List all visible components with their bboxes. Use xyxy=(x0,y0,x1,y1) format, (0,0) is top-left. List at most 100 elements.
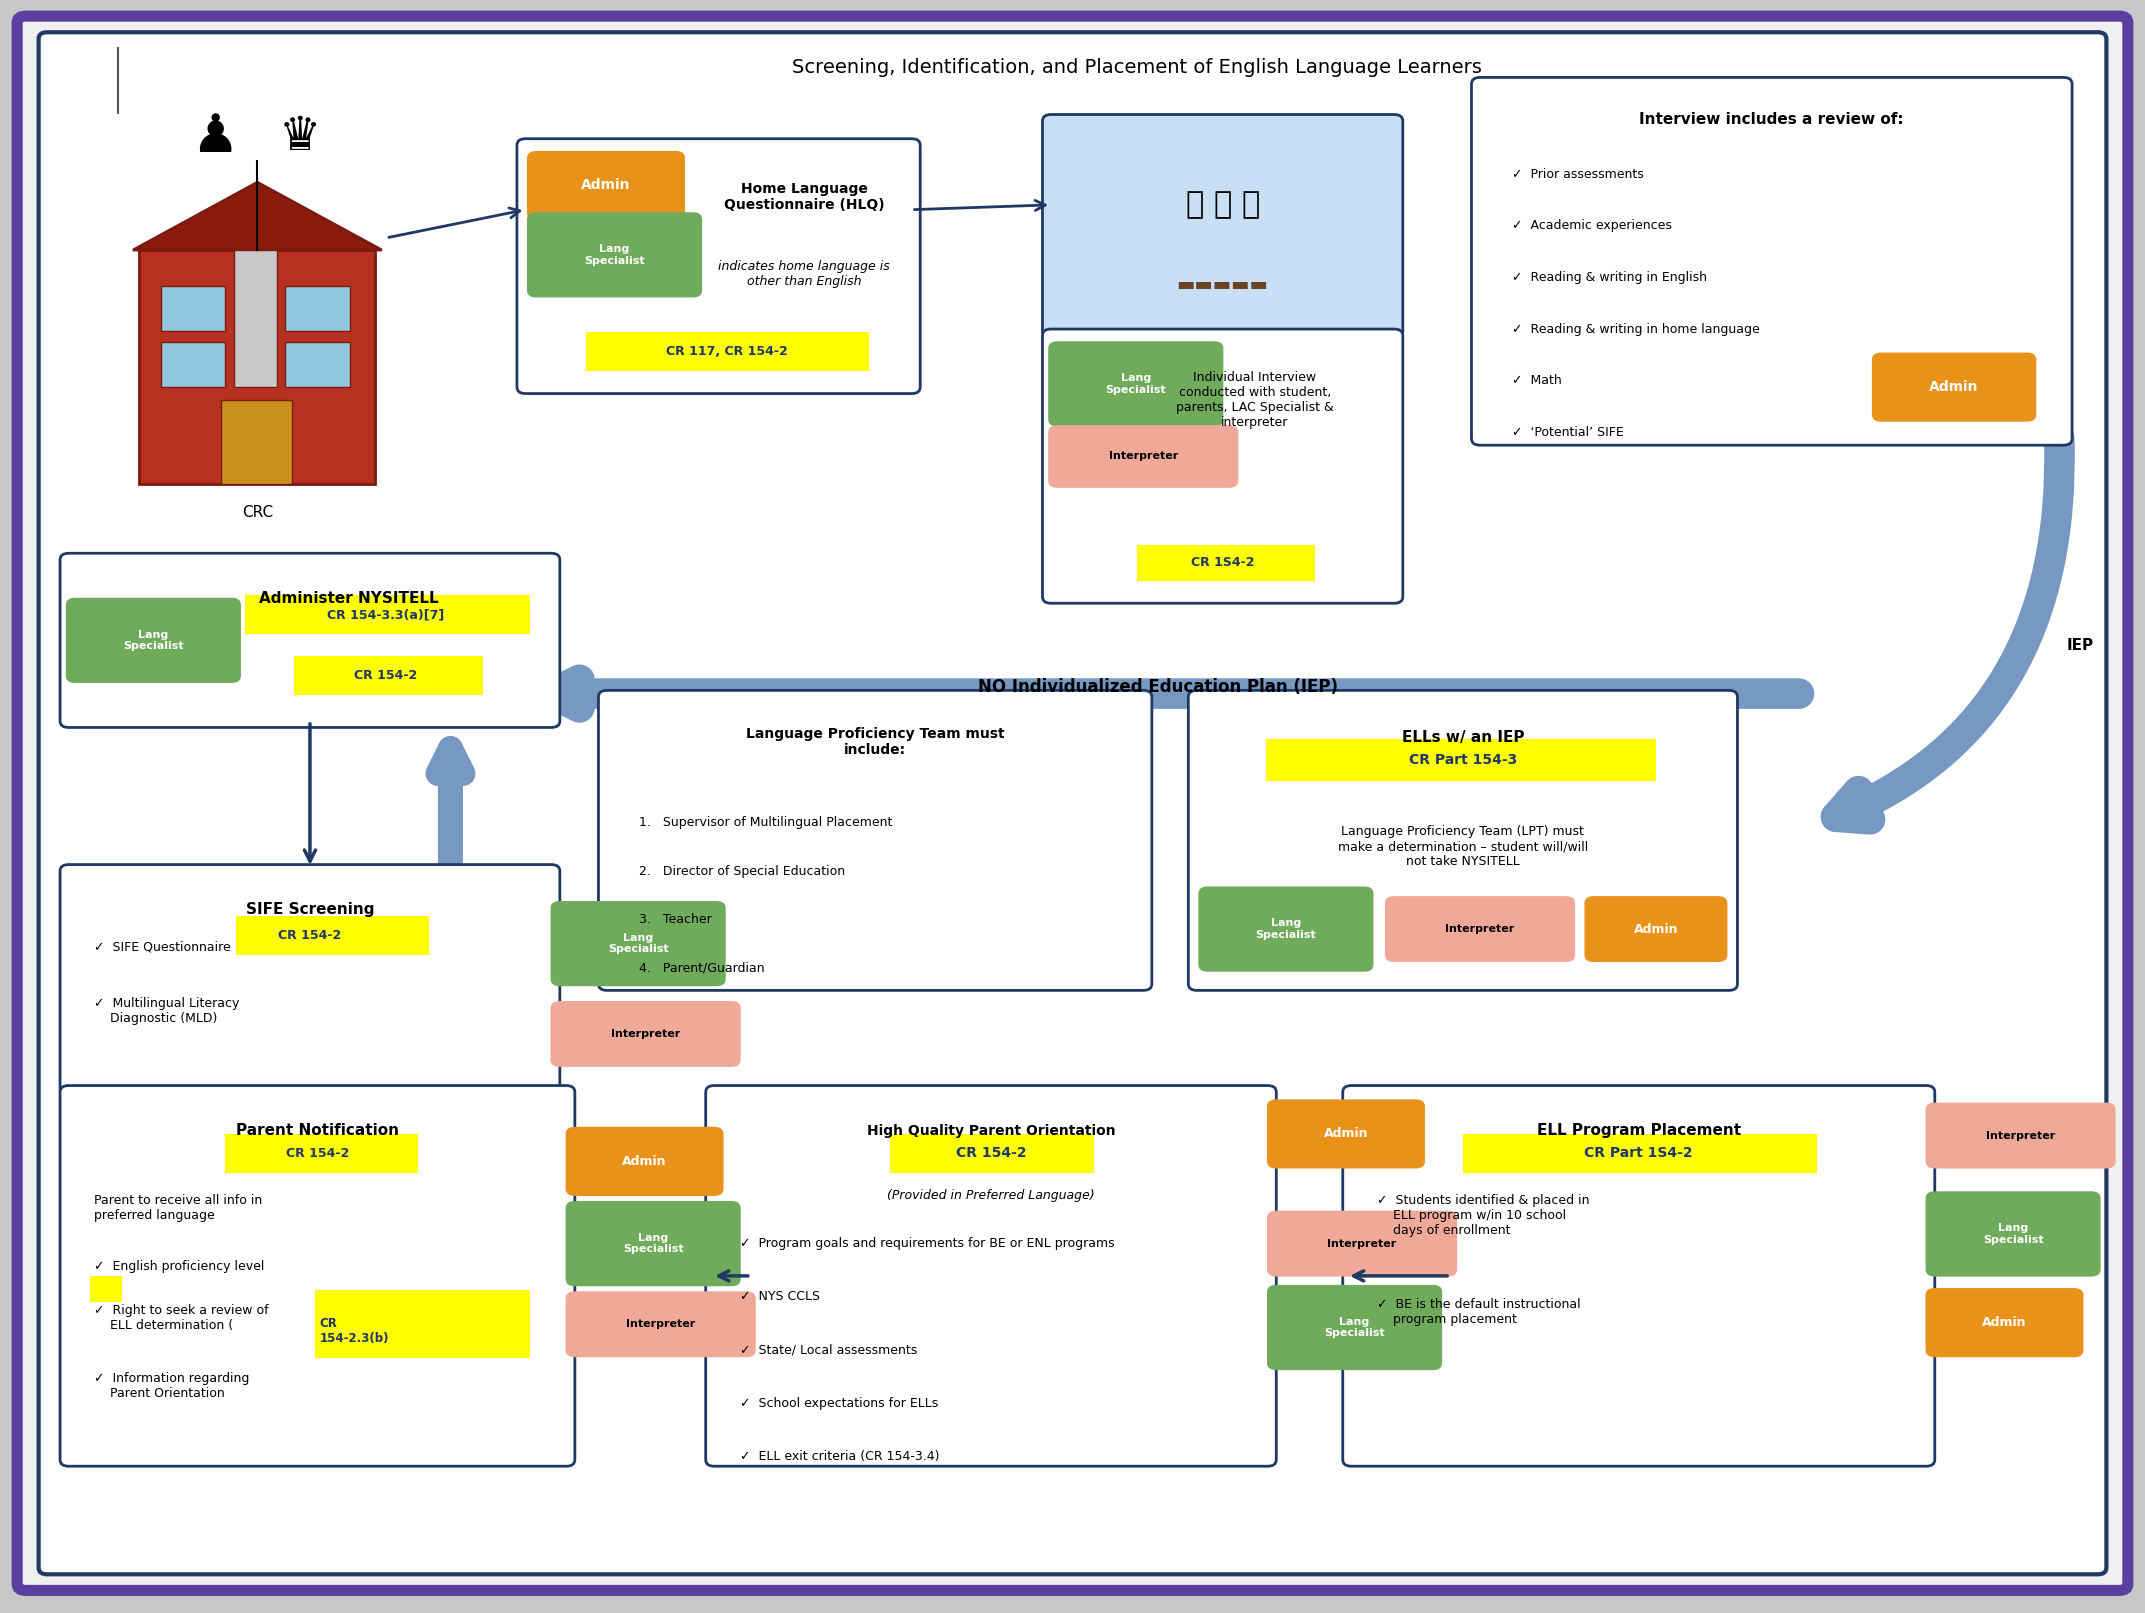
FancyBboxPatch shape xyxy=(1343,1086,1935,1466)
Text: CR 154-3.3(a)[7]: CR 154-3.3(a)[7] xyxy=(328,608,444,621)
Text: Lang
Specialist: Lang Specialist xyxy=(1255,918,1317,940)
Text: Lang
Specialist: Lang Specialist xyxy=(583,244,646,266)
Text: ✓  State/ Local assessments: ✓ State/ Local assessments xyxy=(740,1344,918,1357)
FancyBboxPatch shape xyxy=(890,1134,1094,1173)
Text: Lang
Specialist: Lang Specialist xyxy=(1982,1223,2044,1245)
Polygon shape xyxy=(133,182,382,250)
FancyBboxPatch shape xyxy=(1926,1192,2100,1276)
FancyBboxPatch shape xyxy=(566,1202,740,1286)
FancyBboxPatch shape xyxy=(90,1276,122,1302)
Text: Screening, Identification, and Placement of English Language Learners: Screening, Identification, and Placement… xyxy=(792,58,1482,77)
Text: Individual Interview
conducted with student,
parents, LAC Specialist &
interpret: Individual Interview conducted with stud… xyxy=(1175,371,1334,429)
Text: ▬▬▬▬▬: ▬▬▬▬▬ xyxy=(1178,276,1268,294)
Text: ✓  Information regarding
    Parent Orientation: ✓ Information regarding Parent Orientati… xyxy=(94,1371,249,1400)
FancyBboxPatch shape xyxy=(1268,1286,1441,1369)
Text: ♟: ♟ xyxy=(191,111,238,163)
Text: Admin: Admin xyxy=(1634,923,1677,936)
FancyBboxPatch shape xyxy=(566,1292,755,1357)
FancyBboxPatch shape xyxy=(1049,426,1238,487)
Text: ✓  SIFE Questionnaire: ✓ SIFE Questionnaire xyxy=(94,940,232,953)
FancyBboxPatch shape xyxy=(139,250,375,484)
Text: ✓  Program goals and requirements for BE or ENL programs: ✓ Program goals and requirements for BE … xyxy=(740,1237,1115,1250)
Text: ✓  Math: ✓ Math xyxy=(1512,374,1562,387)
Text: Language Proficiency Team must
include:: Language Proficiency Team must include: xyxy=(746,727,1004,756)
Text: Interpreter: Interpreter xyxy=(1109,452,1178,461)
Text: Interpreter: Interpreter xyxy=(1328,1239,1396,1248)
Text: CR 154-2: CR 154-2 xyxy=(354,669,418,682)
Text: SIFE Screening: SIFE Screening xyxy=(247,902,373,918)
Text: IEP: IEP xyxy=(2068,637,2094,653)
FancyBboxPatch shape xyxy=(1137,545,1315,581)
FancyBboxPatch shape xyxy=(1471,77,2072,445)
Text: Admin: Admin xyxy=(622,1155,667,1168)
Text: ✓  Students identified & placed in
    ELL program w/in 10 school
    days of en: ✓ Students identified & placed in ELL pr… xyxy=(1377,1194,1589,1237)
FancyBboxPatch shape xyxy=(39,32,2106,1574)
Text: ✓  Reading & writing in home language: ✓ Reading & writing in home language xyxy=(1512,323,1761,336)
FancyBboxPatch shape xyxy=(1266,739,1656,781)
FancyBboxPatch shape xyxy=(528,152,684,219)
Text: CR 117, CR 154-2: CR 117, CR 154-2 xyxy=(667,345,787,358)
FancyBboxPatch shape xyxy=(285,286,350,331)
Text: ✓  Prior assessments: ✓ Prior assessments xyxy=(1512,168,1643,181)
Text: CR
154-2.3(b): CR 154-2.3(b) xyxy=(320,1316,388,1345)
Text: ✓  ‘Potential’ SIFE: ✓ ‘Potential’ SIFE xyxy=(1512,426,1624,439)
Text: ✓  BE is the default instructional
    program placement: ✓ BE is the default instructional progra… xyxy=(1377,1298,1581,1326)
Text: Admin: Admin xyxy=(1928,381,1980,394)
Text: Admin: Admin xyxy=(581,179,631,192)
Text: ✓  School expectations for ELLs: ✓ School expectations for ELLs xyxy=(740,1397,937,1410)
FancyBboxPatch shape xyxy=(60,553,560,727)
FancyBboxPatch shape xyxy=(1188,690,1737,990)
FancyBboxPatch shape xyxy=(66,598,240,682)
Text: Interpreter: Interpreter xyxy=(1986,1131,2055,1140)
FancyBboxPatch shape xyxy=(60,1086,575,1466)
Text: Admin: Admin xyxy=(1982,1316,2027,1329)
FancyBboxPatch shape xyxy=(1199,887,1373,971)
Text: CR 154-2: CR 154-2 xyxy=(285,1147,350,1160)
FancyBboxPatch shape xyxy=(1386,897,1574,961)
Text: ✓  Reading & writing in English: ✓ Reading & writing in English xyxy=(1512,271,1707,284)
Text: CR 154-2: CR 154-2 xyxy=(957,1147,1025,1160)
FancyBboxPatch shape xyxy=(1268,1100,1424,1168)
Text: (Provided in Preferred Language): (Provided in Preferred Language) xyxy=(888,1189,1094,1202)
Text: indicates home language is
other than English: indicates home language is other than En… xyxy=(719,260,890,289)
FancyBboxPatch shape xyxy=(598,690,1152,990)
Text: ✓  English proficiency level: ✓ English proficiency level xyxy=(94,1260,264,1273)
FancyBboxPatch shape xyxy=(161,342,225,387)
FancyBboxPatch shape xyxy=(517,139,920,394)
FancyBboxPatch shape xyxy=(60,865,560,1095)
Text: Lang
Specialist: Lang Specialist xyxy=(122,629,184,652)
FancyBboxPatch shape xyxy=(586,332,869,371)
Text: ✓  Multilingual Literacy
    Diagnostic (MLD): ✓ Multilingual Literacy Diagnostic (MLD) xyxy=(94,997,240,1026)
Text: ELLs w/ an IEP: ELLs w/ an IEP xyxy=(1401,729,1525,745)
FancyBboxPatch shape xyxy=(1049,342,1223,426)
Text: Lang
Specialist: Lang Specialist xyxy=(1323,1316,1386,1339)
FancyBboxPatch shape xyxy=(1042,329,1403,603)
FancyBboxPatch shape xyxy=(236,916,429,955)
FancyBboxPatch shape xyxy=(234,250,277,387)
Text: ✓  ELL exit criteria (CR 154-3.4): ✓ ELL exit criteria (CR 154-3.4) xyxy=(740,1450,940,1463)
Text: Interview includes a review of:: Interview includes a review of: xyxy=(1639,111,1905,127)
FancyBboxPatch shape xyxy=(1873,353,2036,421)
Text: 3.   Teacher: 3. Teacher xyxy=(639,913,712,926)
Text: NO Individualized Education Plan (IEP): NO Individualized Education Plan (IEP) xyxy=(978,677,1338,697)
FancyBboxPatch shape xyxy=(245,595,530,634)
Text: 4.   Parent/Guardian: 4. Parent/Guardian xyxy=(639,961,766,974)
Text: 👤 👤 👤: 👤 👤 👤 xyxy=(1186,190,1259,219)
FancyBboxPatch shape xyxy=(551,902,725,986)
Text: CR 154-2: CR 154-2 xyxy=(279,929,341,942)
Text: ♛: ♛ xyxy=(279,115,322,160)
Text: Interpreter: Interpreter xyxy=(1446,924,1514,934)
Text: ✓  NYS CCLS: ✓ NYS CCLS xyxy=(740,1290,819,1303)
Text: High Quality Parent Orientation: High Quality Parent Orientation xyxy=(867,1124,1115,1137)
Text: CRC: CRC xyxy=(242,505,272,521)
Text: Parent to receive all info in
preferred language: Parent to receive all info in preferred … xyxy=(94,1194,262,1223)
FancyBboxPatch shape xyxy=(551,1002,740,1066)
Text: ELL Program Placement: ELL Program Placement xyxy=(1536,1123,1742,1139)
FancyBboxPatch shape xyxy=(566,1127,723,1195)
FancyBboxPatch shape xyxy=(225,1134,418,1173)
FancyBboxPatch shape xyxy=(1463,1134,1817,1173)
Text: 2.   Director of Special Education: 2. Director of Special Education xyxy=(639,865,845,877)
Text: Admin: Admin xyxy=(1323,1127,1369,1140)
Text: Interpreter: Interpreter xyxy=(611,1029,680,1039)
Text: 1.   Supervisor of Multilingual Placement: 1. Supervisor of Multilingual Placement xyxy=(639,816,892,829)
